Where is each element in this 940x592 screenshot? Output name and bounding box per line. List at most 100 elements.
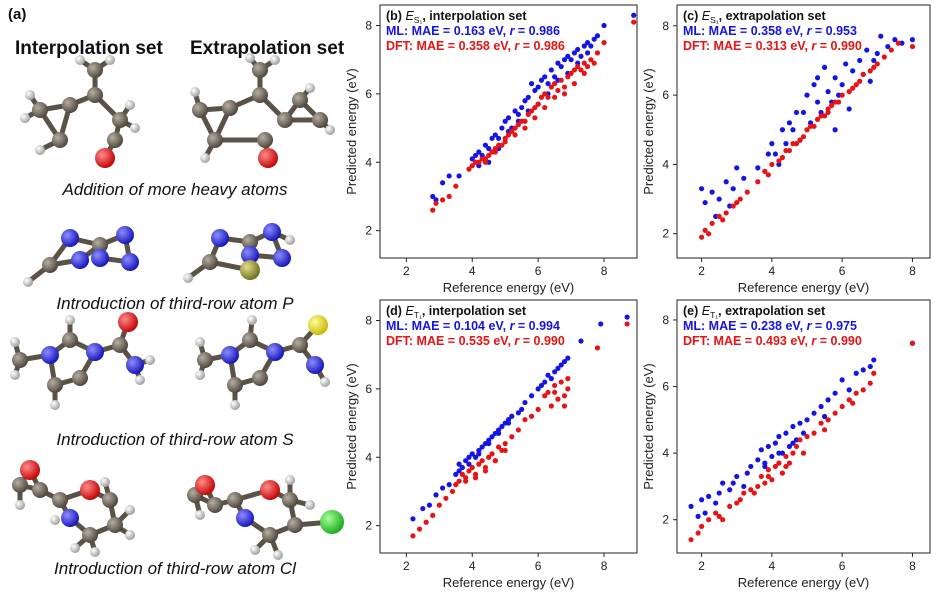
point-dft — [804, 127, 810, 133]
point-ml — [525, 94, 531, 100]
point-dft — [532, 115, 538, 121]
point-ml — [519, 406, 525, 413]
x-tick-label: 4 — [769, 559, 776, 573]
y-tick-label: 4 — [365, 450, 372, 464]
point-dft — [496, 142, 502, 148]
point-dft — [846, 89, 852, 95]
point-dft — [571, 67, 577, 73]
y-tick-label: 8 — [662, 313, 669, 327]
point-dft — [545, 94, 551, 100]
point-dft — [698, 234, 705, 240]
point-ml — [713, 213, 719, 220]
point-ml — [466, 454, 472, 460]
point-dft — [565, 376, 571, 382]
point-ml — [505, 115, 512, 121]
caption-atom-p: Introduction of third-row atom P — [56, 294, 294, 313]
point-ml — [748, 463, 754, 470]
point-ml — [542, 379, 548, 385]
x-tick-label: 4 — [769, 264, 776, 278]
point-dft — [565, 386, 571, 392]
point-ml — [790, 440, 796, 446]
point-ml — [555, 77, 561, 83]
point-dft — [720, 217, 726, 223]
point-ml — [456, 461, 462, 467]
point-ml — [466, 461, 472, 467]
x-axis-label: Reference energy (eV) — [443, 280, 575, 295]
point-ml — [744, 470, 750, 476]
point-dft — [581, 70, 587, 76]
x-tick-label: 2 — [403, 264, 410, 278]
point-ml — [568, 57, 574, 63]
point-ml — [832, 127, 838, 133]
point-ml — [528, 393, 535, 399]
point-ml — [734, 165, 740, 171]
point-dft — [561, 84, 568, 90]
point-ml — [783, 430, 789, 436]
y-tick-label: 6 — [662, 380, 669, 394]
point-ml — [446, 173, 452, 179]
point-dft — [601, 40, 607, 46]
point-dft — [706, 517, 712, 523]
point-dft — [466, 166, 472, 172]
point-ml — [874, 50, 880, 57]
point-dft — [846, 397, 852, 403]
point-dft — [804, 433, 810, 440]
point-ml — [545, 81, 551, 87]
point-ml — [509, 125, 515, 131]
point-dft — [850, 400, 856, 406]
point-dft — [797, 137, 803, 143]
point-dft — [762, 168, 768, 174]
molecule-illustrations — [10, 53, 344, 560]
point-dft — [449, 488, 456, 495]
point-dft — [561, 91, 568, 97]
point-dft — [790, 141, 796, 147]
point-ml — [548, 67, 554, 73]
point-ml — [525, 108, 531, 114]
point-dft — [800, 134, 807, 140]
point-ml — [776, 161, 782, 168]
point-dft — [829, 102, 835, 109]
point-dft — [818, 420, 824, 426]
point-dft — [631, 19, 637, 25]
point-ml — [575, 60, 581, 66]
point-dft — [469, 163, 475, 169]
molecule-tetrazole-extrap — [183, 223, 295, 283]
point-dft — [818, 113, 824, 119]
point-dft — [591, 60, 597, 66]
point-ml — [512, 108, 518, 114]
point-ml — [765, 443, 771, 450]
point-ml — [545, 91, 551, 97]
point-dft — [871, 370, 877, 376]
point-ml — [482, 440, 489, 447]
point-ml — [807, 120, 814, 126]
point-ml — [702, 510, 708, 516]
point-dft — [909, 340, 916, 346]
point-dft — [565, 74, 571, 80]
point-ml — [758, 447, 764, 453]
point-ml — [453, 471, 459, 477]
point-dft — [793, 443, 800, 450]
point-dft — [486, 454, 492, 460]
point-ml — [783, 141, 789, 147]
point-dft — [492, 145, 498, 152]
point-dft — [496, 444, 502, 450]
point-dft — [502, 139, 508, 145]
point-dft — [765, 467, 771, 473]
point-ml — [575, 46, 581, 53]
point-dft — [532, 104, 538, 111]
point-ml — [867, 78, 873, 84]
point-dft — [552, 389, 558, 395]
point-ml — [558, 362, 564, 368]
point-ml — [727, 203, 733, 209]
point-dft — [702, 227, 708, 233]
point-ml — [853, 370, 859, 376]
point-dft — [552, 94, 558, 100]
point-ml — [509, 413, 515, 419]
point-ml — [839, 82, 845, 88]
point-ml — [430, 193, 436, 200]
plot-frame — [379, 4, 638, 259]
point-dft — [456, 478, 462, 484]
point-dft — [853, 390, 859, 396]
point-dft — [811, 430, 817, 436]
